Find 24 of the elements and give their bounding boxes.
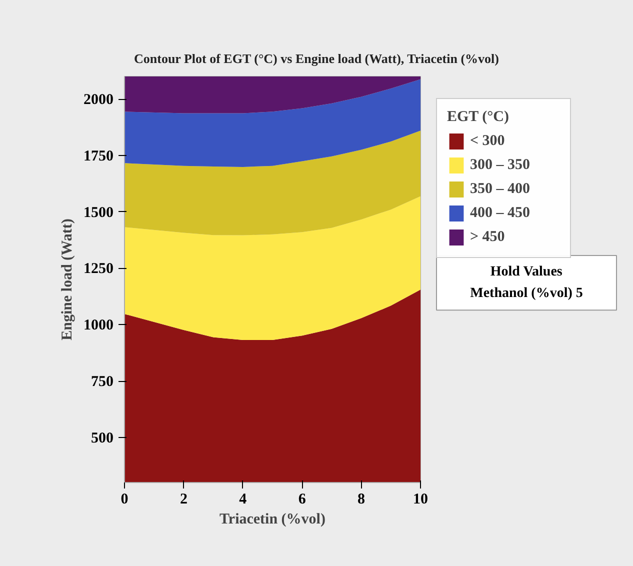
y-axis-title: Engine load (Watt) [60, 218, 76, 340]
y-tick-label: 750 [91, 374, 114, 390]
x-tick-label: 4 [239, 492, 248, 508]
y-tick-label: 2000 [84, 92, 114, 108]
legend-label: 400 – 450 [470, 204, 531, 222]
text: Hold Values [490, 264, 563, 280]
x-tick-label: 0 [120, 492, 128, 508]
x-tick-label: 10 [413, 492, 428, 508]
y-tick-label: 500 [91, 430, 114, 446]
legend-label: 350 – 400 [470, 180, 531, 198]
legend-title: EGT (°C) [447, 109, 510, 126]
x-tick-label: 8 [358, 492, 366, 508]
legend-label: < 300 [470, 132, 506, 150]
x-tick-label: 2 [180, 492, 188, 508]
legend-label: > 450 [470, 228, 506, 246]
y-tick-label: 1000 [84, 318, 114, 334]
x-tick-label: 6 [298, 492, 306, 508]
y-tick-label: 1500 [84, 204, 114, 221]
text: Methanol (%vol) 5 [470, 286, 583, 302]
chart-title: Contour Plot of EGT (°C) vs Engine load (Watt), Triacetin (%vol) [134, 50, 499, 68]
y-tick-label: 1750 [84, 148, 114, 164]
y-tick-label: 1250 [84, 261, 114, 278]
x-axis-title: Triacetin (%vol) [220, 512, 326, 528]
legend-label: 300 – 350 [470, 156, 531, 174]
